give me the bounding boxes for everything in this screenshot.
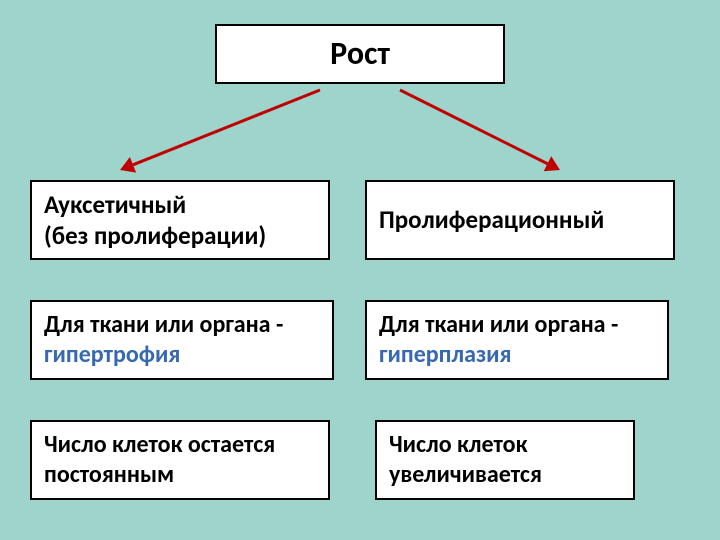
left-type-text: Ауксетичный (без пролиферации) — [44, 189, 266, 252]
right-tissue-box: Для ткани или органа - гиперплазия — [365, 300, 669, 380]
left-cells-text: Число клеток остается постоянным — [44, 430, 275, 490]
left-type-box: Ауксетичный (без пролиферации) — [30, 180, 330, 260]
left-tissue-line1: Для ткани или органа - — [44, 310, 283, 339]
right-cells-line2: увеличивается — [389, 460, 542, 489]
right-tissue-line1: Для ткани или органа - — [379, 310, 618, 339]
diagram-canvas: Рост Ауксетичный (без пролиферации) Прол… — [0, 0, 720, 540]
right-tissue-line2: гиперплазия — [379, 340, 512, 369]
left-tissue-box: Для ткани или органа - гипертрофия — [30, 300, 334, 380]
right-type-line1: Пролиферационный — [379, 204, 604, 235]
right-cells-box: Число клеток увеличивается — [375, 420, 635, 500]
right-tissue-text: Для ткани или органа - гиперплазия — [379, 310, 618, 370]
left-cells-line1: Число клеток остается — [44, 430, 275, 459]
right-type-text: Пролиферационный — [379, 204, 604, 235]
right-cells-text: Число клеток увеличивается — [389, 430, 542, 490]
left-type-line1: Ауксетичный — [44, 189, 186, 220]
left-cells-box: Число клеток остается постоянным — [30, 420, 330, 500]
left-tissue-text: Для ткани или органа - гипертрофия — [44, 310, 283, 370]
left-type-line2: (без пролиферации) — [44, 220, 266, 251]
right-cells-line1: Число клеток — [389, 430, 527, 459]
left-cells-line2: постоянным — [44, 460, 174, 489]
right-type-box: Пролиферационный — [365, 180, 675, 260]
left-tissue-line2: гипертрофия — [44, 340, 180, 369]
